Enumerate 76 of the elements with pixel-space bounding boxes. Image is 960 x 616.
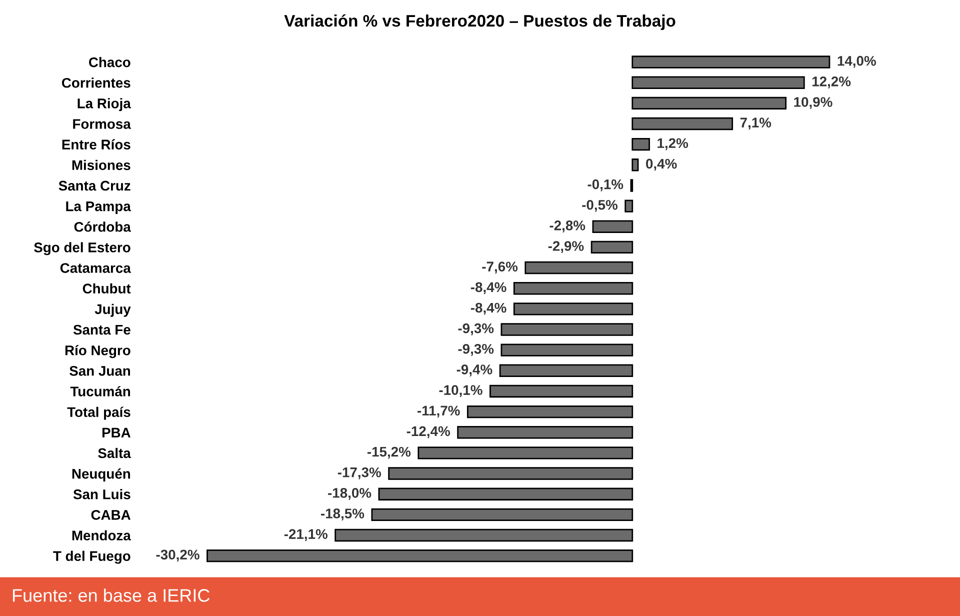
y-tick-label: Mendoza [72,530,131,540]
chart-title: Variación % vs Febrero2020 – Puestos de Trabajo [284,14,676,30]
y-tick-label: CABA [91,510,130,520]
bar [632,56,830,68]
bar [378,488,634,500]
bar [524,261,634,274]
bar [371,508,634,522]
data-label: -11,7% [418,406,460,418]
bar [513,302,634,316]
bar [590,240,634,254]
bar [466,405,634,418]
data-label: -18,5% [321,508,364,520]
data-label: -2,8% [550,220,586,232]
bar [632,117,734,130]
data-label: -9,4% [456,364,492,376]
y-tick-label: Jujuy [94,304,131,317]
y-tick-label: PBA [102,428,130,438]
data-label: -0,5% [582,200,618,212]
data-label: -30,2% [156,550,200,562]
bar [490,384,634,398]
y-tick-label: Santa Fe [73,324,130,335]
data-label: -10,1% [439,385,482,397]
data-label: 1,2% [658,138,688,150]
y-tick-label: Chaco [88,57,130,68]
y-tick-label: San Luis [73,489,130,500]
data-label: -15,2% [367,446,411,459]
bar [632,138,650,151]
bar [513,282,634,295]
y-tick-label: Entre Ríos [62,139,130,150]
bar [418,446,634,460]
bar [206,549,634,562]
data-label: -8,4% [470,302,506,315]
data-label: 10,9% [794,97,832,109]
bar [500,323,634,336]
bar [457,426,634,439]
bar [592,220,634,233]
bar [624,200,634,212]
data-label: -12,4% [406,426,450,438]
bar [388,467,634,480]
bar [632,76,805,89]
bar [632,158,639,172]
y-tick-label: Corrientes [62,78,130,88]
data-label: 12,2% [812,76,851,88]
data-label: -9,3% [458,323,494,336]
y-tick-label: Total país [67,406,130,420]
y-tick-label: La Pampa [66,202,131,214]
y-tick-label: Sgo del Estero [34,242,130,256]
data-label: -0,1% [588,179,624,192]
bar [500,344,634,356]
y-tick-label: San Juan [70,366,130,376]
data-label: -17,3% [338,467,381,480]
y-tick-label: La Rioja [78,98,131,112]
data-label: 7,1% [740,118,772,130]
source-note: Fuente: en base a IERIC [13,588,210,602]
bar [334,528,634,542]
data-label: -18,0% [328,488,372,500]
y-tick-label: Misiones [72,160,130,170]
y-tick-label: Río Negro [65,344,130,358]
data-label: -8,4% [470,282,506,294]
data-label: 14,0% [838,56,876,68]
y-tick-label: T del Fuego [53,550,130,564]
y-tick-label: Santa Cruz [58,180,130,191]
y-tick-label: Neuquén [72,468,130,482]
data-label: -9,3% [458,344,494,356]
data-label: -2,9% [548,241,584,253]
data-label: 0,4% [646,158,677,171]
data-label: -21,1% [284,529,328,541]
y-tick-label: Formosa [73,119,131,129]
bar [499,364,634,377]
data-label: -7,6% [482,262,518,274]
y-tick-label: Córdoba [74,221,131,232]
y-tick-label: Catamarca [60,263,131,273]
bar [632,96,787,110]
y-tick-label: Salta [98,448,131,458]
y-tick-label: Tucumán [70,386,130,396]
y-tick-label: Chubut [82,283,131,294]
